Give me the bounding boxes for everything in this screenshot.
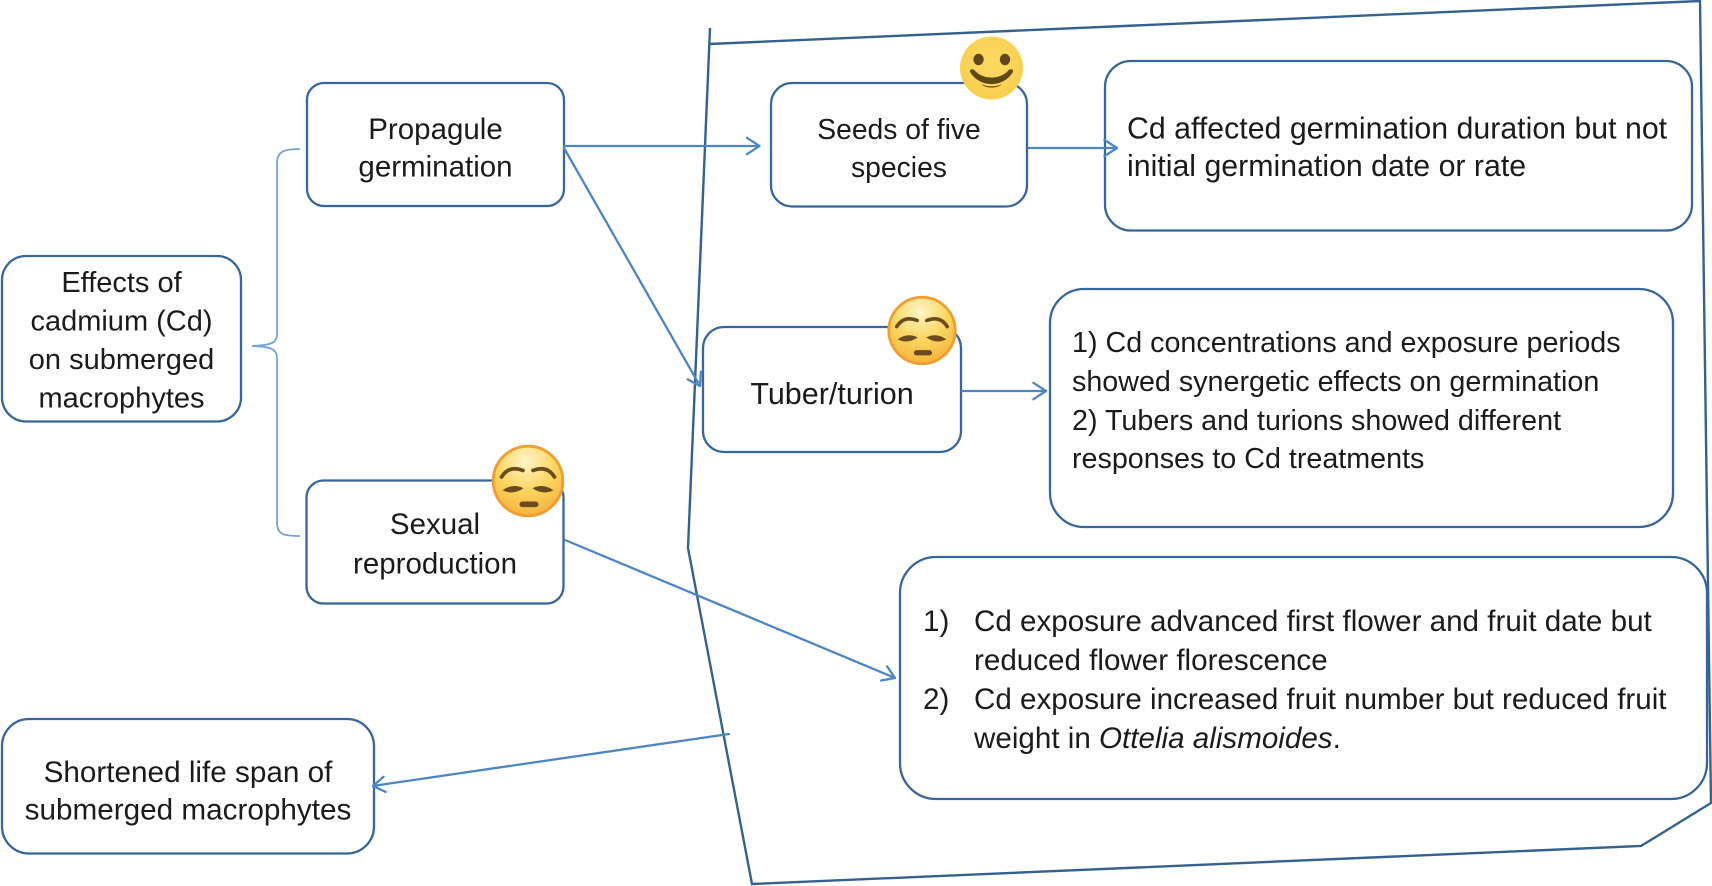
svg-text:Tuber/turion: Tuber/turion xyxy=(750,377,913,411)
svg-text:showed synergetic effects on g: showed synergetic effects on germination xyxy=(1072,366,1599,398)
svg-text:2) Tubers and turions showed d: 2) Tubers and turions showed different xyxy=(1072,405,1561,437)
svg-text:Effects of: Effects of xyxy=(61,267,182,299)
svg-text:cadmium (Cd): cadmium (Cd) xyxy=(30,306,212,338)
svg-text:1) Cd concentrations and expos: 1) Cd concentrations and exposure period… xyxy=(1072,327,1621,359)
svg-text:Cd exposure increased fruit nu: Cd exposure increased fruit number but r… xyxy=(974,683,1667,716)
svg-text:submerged macrophytes: submerged macrophytes xyxy=(25,794,352,827)
svg-text:Propagule: Propagule xyxy=(368,113,503,146)
svg-text:reduced flower florescence: reduced flower florescence xyxy=(974,644,1328,677)
svg-text:Cd affected germination durati: Cd affected germination duration but not xyxy=(1127,112,1668,145)
svg-text:germination: germination xyxy=(358,150,512,183)
svg-text:reproduction: reproduction xyxy=(353,548,517,581)
svg-text:1): 1) xyxy=(923,605,949,638)
svg-text:on submerged: on submerged xyxy=(29,344,214,376)
svg-text:Shortened life span of: Shortened life span of xyxy=(44,756,334,789)
svg-text:Sexual: Sexual xyxy=(390,508,480,541)
svg-text:Seeds of five: Seeds of five xyxy=(817,113,981,145)
svg-text:initial germination date or ra: initial germination date or rate xyxy=(1127,150,1526,183)
svg-text:2): 2) xyxy=(923,683,949,716)
svg-text:weight in Ottelia alismoides.: weight in Ottelia alismoides. xyxy=(973,722,1341,755)
svg-text:responses to Cd treatments: responses to Cd treatments xyxy=(1072,443,1424,475)
svg-text:macrophytes: macrophytes xyxy=(38,383,204,415)
svg-text:Cd exposure advanced first flo: Cd exposure advanced first flower and fr… xyxy=(974,605,1652,638)
svg-text:species: species xyxy=(851,151,947,183)
